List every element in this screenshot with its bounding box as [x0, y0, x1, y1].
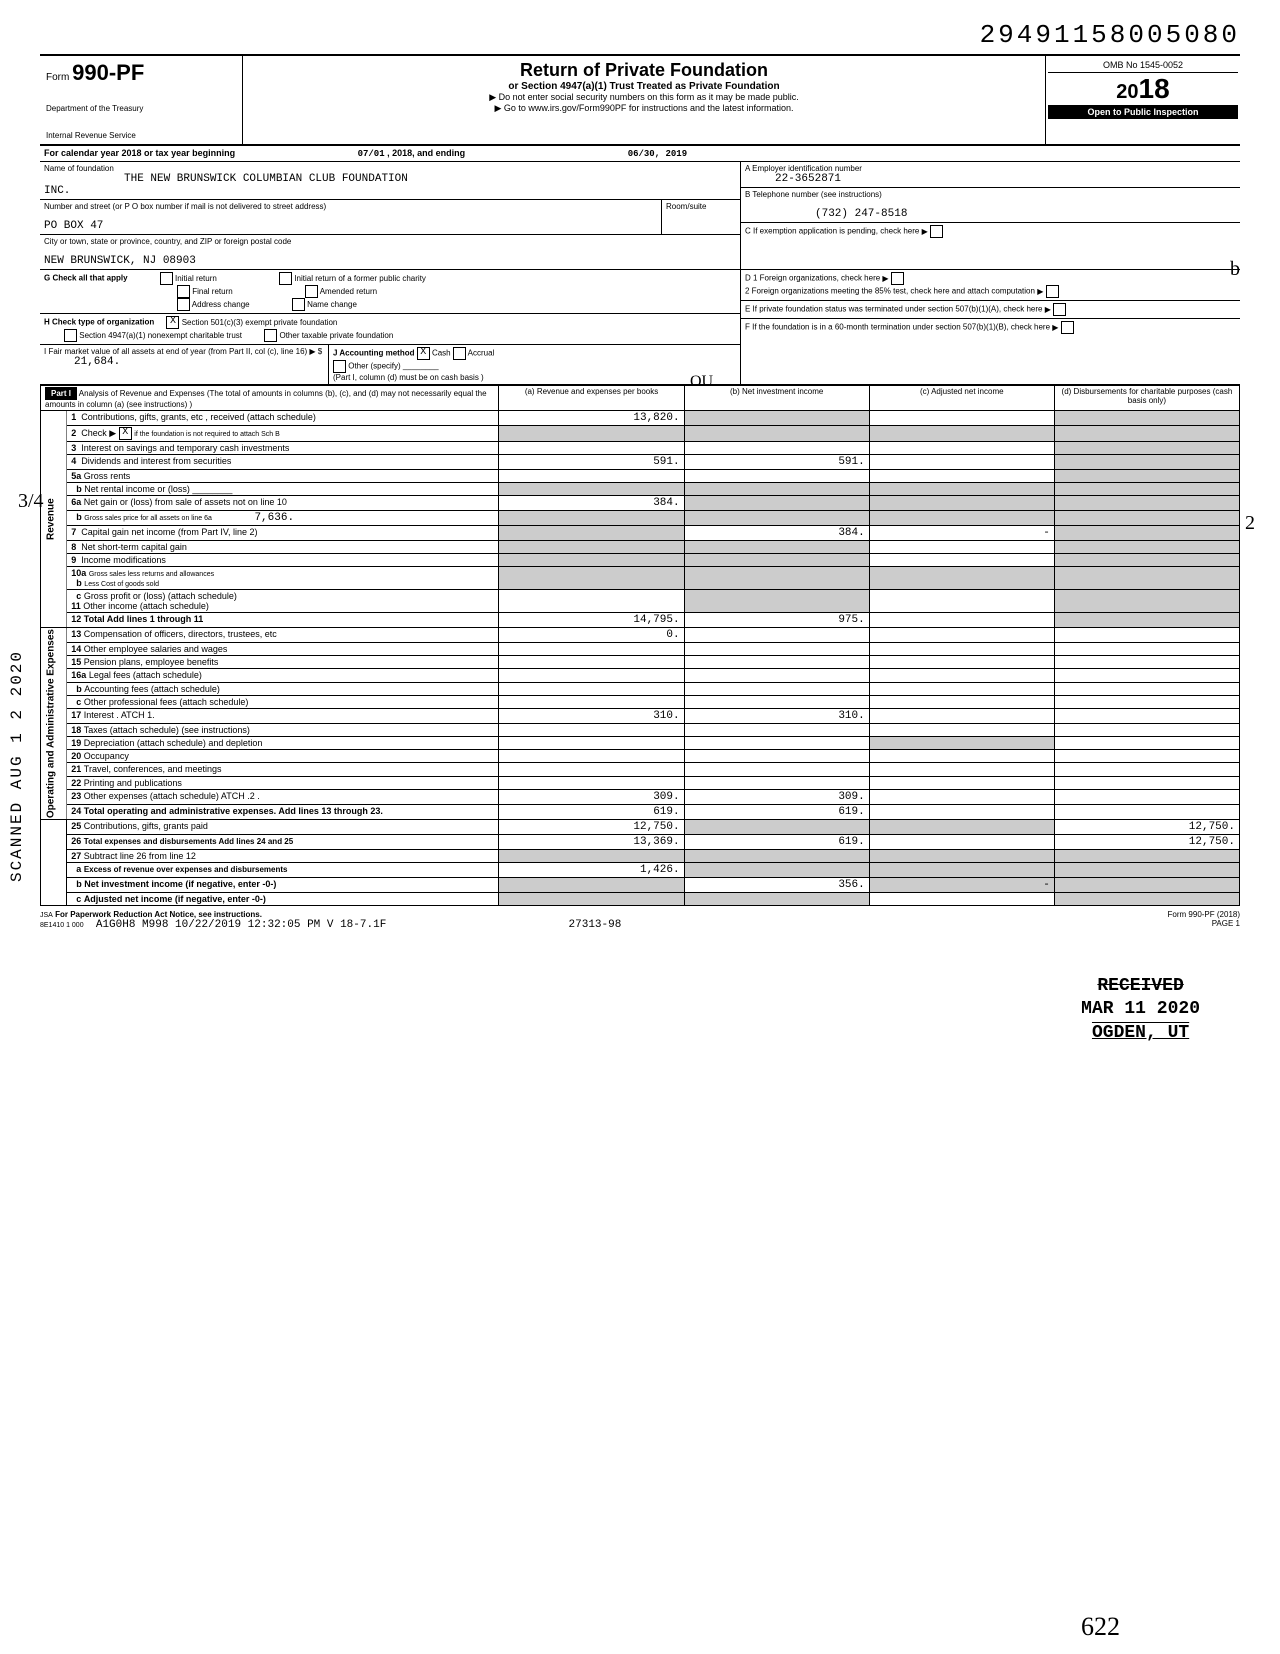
- expenses-label: Operating and Administrative Expenses: [41, 628, 67, 820]
- exempt-pending: C If exemption application is pending, c…: [741, 223, 1240, 240]
- section-j: J Accounting method X Cash Accrual Other…: [328, 345, 740, 384]
- handwritten-b: b: [1230, 258, 1240, 281]
- handwritten-sig: 622: [1081, 1612, 1120, 1642]
- name-row: Name of foundation THE NEW BRUNSWICK COL…: [40, 162, 740, 200]
- col-a-header: (a) Revenue and expenses per books: [499, 386, 684, 411]
- col-c-header: (c) Adjusted net income: [869, 386, 1054, 411]
- section-f: F If the foundation is in a 60-month ter…: [741, 319, 1240, 336]
- section-i: I Fair market value of all assets at end…: [40, 345, 328, 384]
- inspection-label: Open to Public Inspection: [1048, 105, 1238, 119]
- form-note2: ▶ Go to www.irs.gov/Form990PF for instru…: [247, 103, 1041, 114]
- dept-treasury: Department of the Treasury: [46, 104, 236, 113]
- handwritten-margin2: 2: [1245, 512, 1255, 535]
- form-subtitle: or Section 4947(a)(1) Trust Treated as P…: [247, 81, 1041, 92]
- handwritten-ou: OU: [690, 373, 713, 391]
- phone-row: B Telephone number (see instructions) (7…: [741, 188, 1240, 223]
- room-suite: Room/suite: [661, 200, 740, 235]
- ein-row: A Employer identification number 22-3652…: [741, 162, 1240, 188]
- omb-number: OMB No 1545-0052: [1048, 58, 1238, 73]
- part1-header: Part I: [45, 387, 77, 400]
- form-title: Return of Private Foundation: [247, 60, 1041, 81]
- section-g: G Check all that apply Initial return In…: [40, 270, 740, 314]
- tax-year: 2018: [1048, 73, 1238, 105]
- part1-table: Part I Analysis of Revenue and Expenses …: [40, 385, 1240, 906]
- form-note1: ▶ Do not enter social security numbers o…: [247, 92, 1041, 103]
- part1-title: Analysis of Revenue and Expenses (The to…: [45, 389, 487, 409]
- section-d: D 1 Foreign organizations, check here 2 …: [741, 270, 1240, 301]
- scanned-stamp: SCANNED AUG 1 2 2020: [8, 650, 26, 882]
- dept-irs: Internal Revenue Service: [46, 131, 236, 140]
- city-row: City or town, state or province, country…: [40, 235, 740, 269]
- section-e: E If private foundation status was termi…: [741, 301, 1240, 319]
- dln-number: 29491158005080: [40, 20, 1240, 50]
- handwritten-margin: 3/4: [18, 490, 44, 513]
- address-row: Number and street (or P O box number if …: [40, 200, 661, 235]
- period-row: For calendar year 2018 or tax year begin…: [40, 146, 1240, 162]
- footer: JSA For Paperwork Reduction Act Notice, …: [40, 910, 1240, 931]
- received-stamp: RECEIVED MAR 11 2020 OGDEN, UT: [1081, 975, 1200, 1045]
- form-header: Form 990-PF Department of the Treasury I…: [40, 54, 1240, 146]
- form-id: Form 990-PF: [46, 60, 236, 86]
- col-d-header: (d) Disbursements for charitable purpose…: [1054, 386, 1239, 411]
- section-h: H Check type of organization X Section 5…: [40, 314, 740, 345]
- revenue-label: Revenue: [41, 411, 67, 628]
